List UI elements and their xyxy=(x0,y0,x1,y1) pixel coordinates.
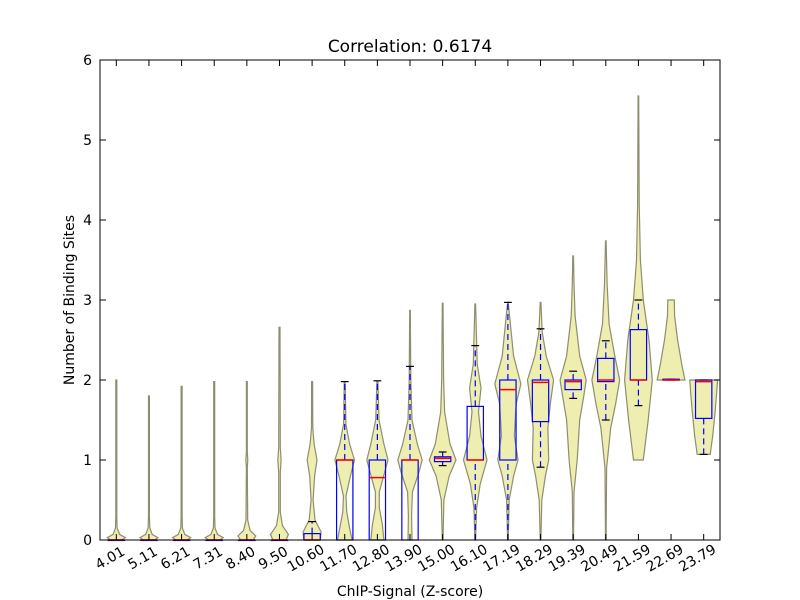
chart-title: Correlation: 0.6174 xyxy=(328,37,492,57)
violin-15.00 xyxy=(428,302,457,541)
violin-16.10 xyxy=(462,303,488,541)
violin-23.79 xyxy=(689,379,719,455)
violin-4.01 xyxy=(106,379,127,541)
violin-22.69 xyxy=(656,299,686,381)
violin-21.59 xyxy=(623,95,653,461)
y-tick-label: 1 xyxy=(83,453,92,469)
y-tick-label: 5 xyxy=(83,133,92,149)
y-tick-label: 6 xyxy=(83,53,92,69)
y-axis-label: Number of Binding Sites xyxy=(62,215,78,385)
violin-5.11 xyxy=(138,395,159,541)
box-23.79 xyxy=(694,379,713,420)
violin-9.50 xyxy=(269,326,290,541)
violin-7.31 xyxy=(204,381,225,541)
box-19.39 xyxy=(564,379,582,391)
box-20.49 xyxy=(597,357,615,383)
y-tick-label: 4 xyxy=(83,213,92,229)
x-axis-label: ChIP-Signal (Z-score) xyxy=(337,584,483,600)
violin-8.40 xyxy=(237,381,257,541)
box-18.29 xyxy=(531,379,550,423)
violin-10.60 xyxy=(302,381,322,541)
y-axis: 0 1 2 3 4 5 6 xyxy=(83,53,720,549)
violin-6.21 xyxy=(171,385,192,541)
box-15.00 xyxy=(433,456,452,463)
violin-20.49 xyxy=(591,240,621,541)
box-17.19 xyxy=(499,379,517,461)
violin-12.80 xyxy=(366,381,389,541)
y-tick-label: 2 xyxy=(83,373,92,389)
y-tick-label: 3 xyxy=(83,293,92,309)
y-tick-label: 0 xyxy=(83,533,92,549)
